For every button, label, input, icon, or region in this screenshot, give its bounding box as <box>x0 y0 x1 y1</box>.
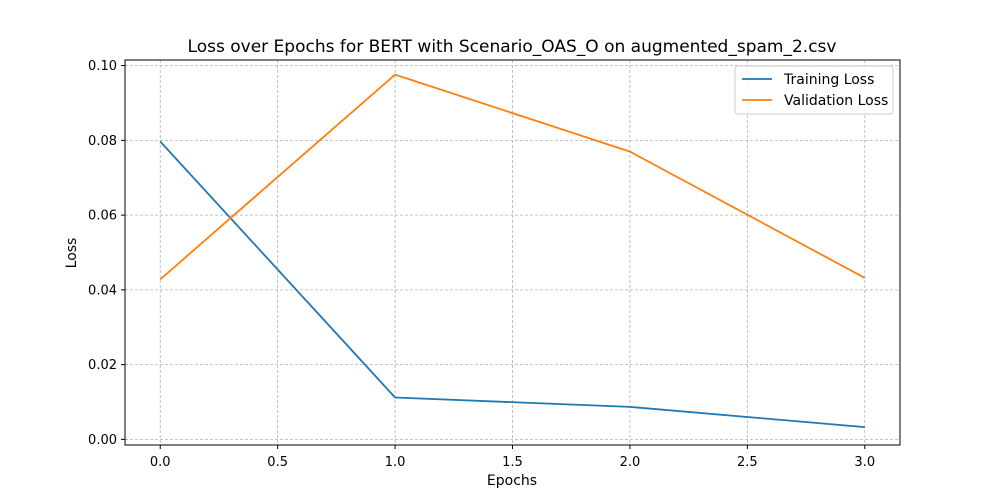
x-tick-label: 0.5 <box>267 455 288 470</box>
x-tick-label: 1.0 <box>385 455 406 470</box>
y-tick-label: 0.10 <box>88 59 117 74</box>
series-lines <box>159 73 866 428</box>
x-axis-label: Epochs <box>487 473 537 489</box>
y-tick-label: 0.02 <box>88 358 117 373</box>
legend-box <box>734 65 894 115</box>
y-tick-label: 0.08 <box>88 134 117 149</box>
x-tick-label: 3.0 <box>854 455 875 470</box>
x-tick-label: 0.0 <box>150 455 171 470</box>
legend: Training Loss Validation Loss <box>734 65 894 115</box>
training-loss-line <box>159 140 865 428</box>
legend-label-training: Training Loss <box>783 72 874 88</box>
x-tick-label: 2.5 <box>737 455 758 470</box>
y-tick-label: 0.04 <box>88 283 117 298</box>
x-tick-label: 2.0 <box>620 455 641 470</box>
axis-ticks: 0.0 0.5 1.0 1.5 2.0 2.5 3.0 0.00 0.02 0.04 0.06 0.0… <box>88 59 875 470</box>
legend-label-validation: Validation Loss <box>784 93 888 109</box>
grid-lines <box>125 60 900 445</box>
y-tick-label: 0.00 <box>88 433 117 448</box>
chart-title: Loss over Epochs for BERT with Scenario_… <box>188 37 837 57</box>
validation-loss-line <box>159 73 866 281</box>
y-axis-label: Loss <box>64 238 80 269</box>
y-tick-label: 0.06 <box>88 209 117 224</box>
x-tick-label: 1.5 <box>502 455 523 470</box>
